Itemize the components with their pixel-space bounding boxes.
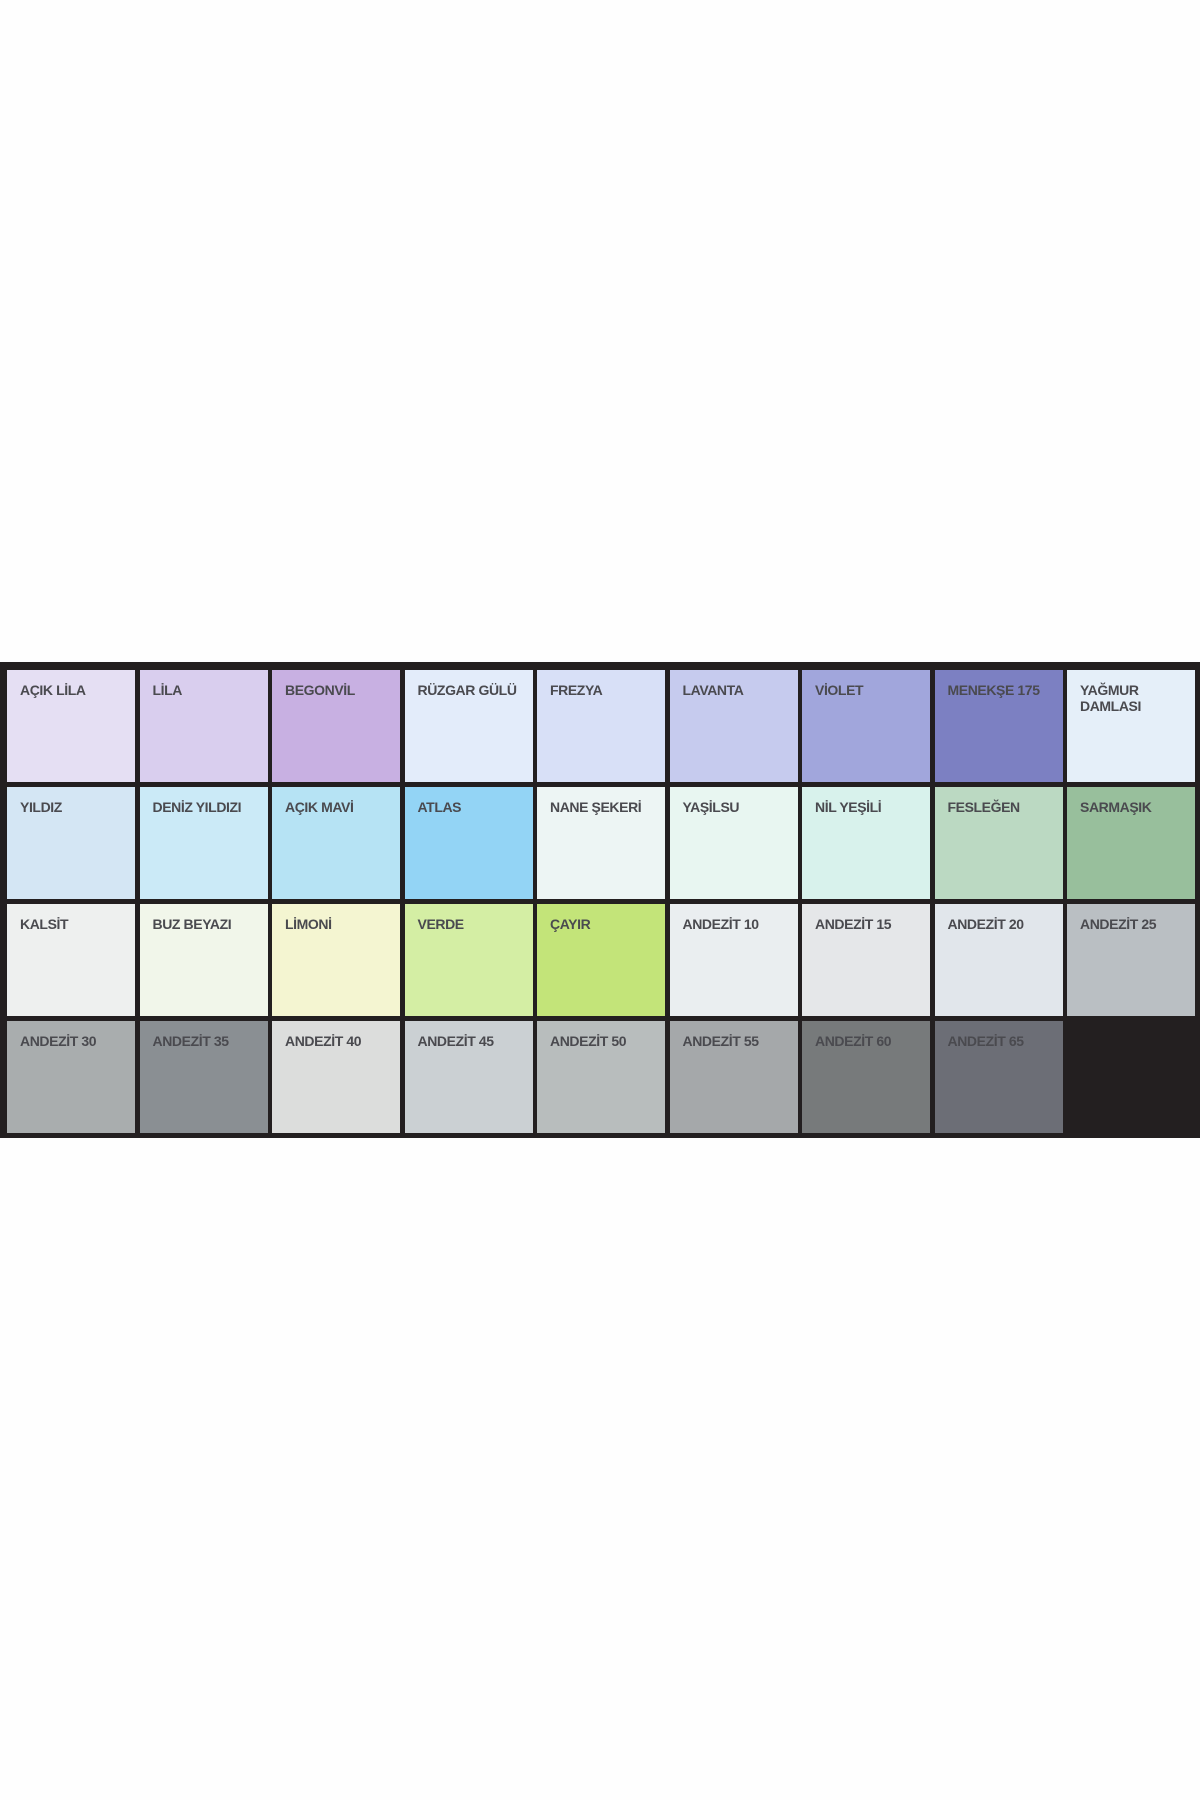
color-swatch: ANDEZİT 25 <box>1067 904 1195 1016</box>
color-swatch: ANDEZİT 30 <box>7 1021 135 1133</box>
swatch-label: SARMAŞIK <box>1080 799 1152 815</box>
color-swatch: MENEKŞE 175 <box>934 670 1063 782</box>
color-swatch: ANDEZİT 65 <box>934 1021 1063 1133</box>
color-swatch: ANDEZİT 10 <box>669 904 798 1016</box>
color-swatch: VİOLET <box>802 670 930 782</box>
swatch-label: VERDE <box>417 916 465 932</box>
color-swatch: YAĞMUR DAMLASI <box>1067 670 1195 782</box>
color-swatch: KALSİT <box>7 904 135 1016</box>
swatch-label: ANDEZİT 25 <box>1080 916 1157 932</box>
color-swatch: ATLAS <box>404 787 533 899</box>
swatch-label: ANDEZİT 45 <box>417 1033 495 1049</box>
color-swatch: ANDEZİT 40 <box>272 1021 400 1133</box>
swatch-label: ATLAS <box>417 799 462 815</box>
swatch-label: ANDEZİT 55 <box>682 1033 760 1049</box>
color-swatch: LAVANTA <box>669 670 798 782</box>
color-swatch: BUZ BEYAZI <box>139 904 268 1016</box>
swatch-label: ÇAYIR <box>550 916 591 932</box>
color-swatch: SARMAŞIK <box>1067 787 1195 899</box>
swatch-label: ANDEZİT 10 <box>682 916 760 932</box>
swatch-label: AÇIK MAVİ <box>285 799 354 815</box>
swatch-label: VİOLET <box>815 682 864 698</box>
swatch-label: YAŞİLSU <box>682 799 740 815</box>
swatch-label: ANDEZİT 30 <box>20 1033 97 1049</box>
color-swatch: NİL YEŞİLİ <box>802 787 930 899</box>
color-swatch: LİMONİ <box>272 904 400 1016</box>
color-swatch: LİLA <box>139 670 268 782</box>
swatch-grid: AÇIK LİLA LİLA BEGONVİL RÜZGAR GÜLÜ FREZYA LA… <box>7 670 1195 1133</box>
color-swatch: YAŞİLSU <box>669 787 798 899</box>
color-chart-panel: AÇIK LİLA LİLA BEGONVİL RÜZGAR GÜLÜ FREZYA LA… <box>0 662 1200 1138</box>
color-swatch: BEGONVİL <box>272 670 400 782</box>
swatch-label: ANDEZİT 20 <box>947 916 1025 932</box>
color-swatch: ANDEZİT 50 <box>537 1021 665 1133</box>
swatch-label: DENİZ YILDIZI <box>152 799 242 815</box>
color-swatch: ANDEZİT 45 <box>404 1021 533 1133</box>
color-swatch: DENİZ YILDIZI <box>139 787 268 899</box>
color-swatch: VERDE <box>404 904 533 1016</box>
swatch-label: YAĞMUR DAMLASI <box>1080 682 1141 714</box>
swatch-label: BEGONVİL <box>285 682 355 698</box>
swatch-label: MENEKŞE 175 <box>947 682 1040 698</box>
swatch-label: NİL YEŞİLİ <box>815 799 882 815</box>
swatch-label: AÇIK LİLA <box>20 682 86 698</box>
color-swatch: ANDEZİT 15 <box>802 904 930 1016</box>
color-swatch: RÜZGAR GÜLÜ <box>404 670 533 782</box>
swatch-label: KALSİT <box>20 916 69 932</box>
swatch-label: FREZYA <box>550 682 603 698</box>
color-swatch: FESLEĞEN <box>934 787 1063 899</box>
swatch-label: ANDEZİT 50 <box>550 1033 627 1049</box>
swatch-label: ANDEZİT 35 <box>152 1033 230 1049</box>
swatch-label: ANDEZİT 65 <box>947 1033 1025 1049</box>
swatch-label: LAVANTA <box>682 682 744 698</box>
swatch-label: RÜZGAR GÜLÜ <box>417 682 517 698</box>
color-swatch: AÇIK LİLA <box>7 670 135 782</box>
color-swatch: ANDEZİT 20 <box>934 904 1063 1016</box>
color-swatch: ANDEZİT 35 <box>139 1021 268 1133</box>
color-swatch: ANDEZİT 60 <box>802 1021 930 1133</box>
color-swatch: YILDIZ <box>7 787 135 899</box>
swatch-label: ANDEZİT 40 <box>285 1033 362 1049</box>
swatch-label: LİMONİ <box>285 916 332 932</box>
color-swatch: ÇAYIR <box>537 904 665 1016</box>
swatch-label: ANDEZİT 60 <box>815 1033 892 1049</box>
color-swatch: FREZYA <box>537 670 665 782</box>
swatch-label: FESLEĞEN <box>947 799 1021 815</box>
color-swatch: AÇIK MAVİ <box>272 787 400 899</box>
swatch-label: YILDIZ <box>20 799 62 815</box>
swatch-label: BUZ BEYAZI <box>152 916 232 932</box>
swatch-label: LİLA <box>152 682 183 698</box>
color-swatch: ANDEZİT 55 <box>669 1021 798 1133</box>
swatch-label: NANE ŞEKERİ <box>550 799 642 815</box>
swatch-label: ANDEZİT 15 <box>815 916 892 932</box>
color-swatch: NANE ŞEKERİ <box>537 787 665 899</box>
